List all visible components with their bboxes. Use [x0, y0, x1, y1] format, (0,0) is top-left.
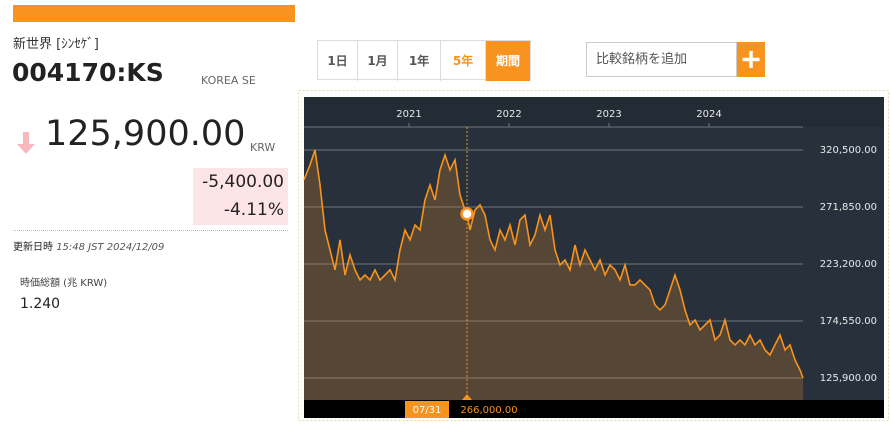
x-tick-label: 2023 — [596, 109, 621, 120]
divider — [13, 230, 288, 231]
period-button[interactable]: 5年 — [441, 41, 486, 81]
down-arrow — [17, 132, 35, 154]
tooltip-date: 07/31 — [413, 405, 442, 416]
period-button[interactable]: 1年 — [398, 41, 441, 81]
change: -5,400.00 — [202, 172, 284, 192]
compare-input[interactable]: 比較銘柄を追加 — [586, 42, 737, 77]
y-tick-label: 125,900.00 — [820, 373, 877, 384]
x-tick-label: 2024 — [696, 109, 721, 120]
market-cap-label: 時価総額 (兆 KRW) — [20, 278, 108, 289]
price-line — [303, 149, 804, 379]
period-button[interactable]: 1日 — [318, 41, 358, 81]
y-tick-label: 174,550.00 — [820, 316, 877, 327]
y-tick-label: 223,200.00 — [820, 259, 877, 270]
y-tick-label: 320,500.00 — [820, 145, 877, 156]
x-tick-label: 2021 — [396, 109, 421, 120]
highlight-point — [460, 207, 474, 221]
add-button[interactable] — [737, 42, 765, 77]
market-cap: 1.240 — [20, 296, 61, 312]
stock-code: 004170:KS — [12, 58, 164, 87]
plot-background — [304, 97, 884, 418]
price: 125,900.00 — [45, 114, 246, 154]
stock-name: 新世界 [ｼﾝｾｹﾞ] — [13, 37, 99, 52]
exchange: KOREA SE — [201, 74, 256, 87]
currency: KRW — [250, 141, 276, 154]
tooltip-pointer — [462, 394, 472, 400]
updated-label: 更新日時 — [13, 242, 53, 253]
tooltip-date-bg — [405, 401, 449, 418]
tooltip-value: 266,000.00 — [460, 405, 517, 416]
x-tick-label: 2022 — [496, 109, 521, 120]
chart-frame — [298, 90, 889, 421]
period-selector: 1日 1月 1年 5年 期間 — [317, 40, 531, 81]
area-fill — [304, 150, 803, 400]
updated-time: 15:48 JST 2024/12/09 — [56, 242, 165, 253]
change-pct: -4.11% — [223, 200, 284, 220]
period-button[interactable]: 1月 — [358, 41, 398, 81]
brand-bar — [13, 5, 295, 22]
period-button[interactable]: 期間 — [486, 41, 530, 81]
x-axis-band — [304, 97, 884, 127]
tooltip-value-bg — [451, 401, 527, 418]
footer-bar — [304, 400, 884, 418]
compare-placeholder: 比較銘柄を追加 — [596, 52, 688, 67]
change-box — [193, 168, 288, 225]
updated: 更新日時 15:48 JST 2024/12/09 — [13, 238, 164, 253]
y-tick-label: 271,850.00 — [820, 202, 877, 213]
